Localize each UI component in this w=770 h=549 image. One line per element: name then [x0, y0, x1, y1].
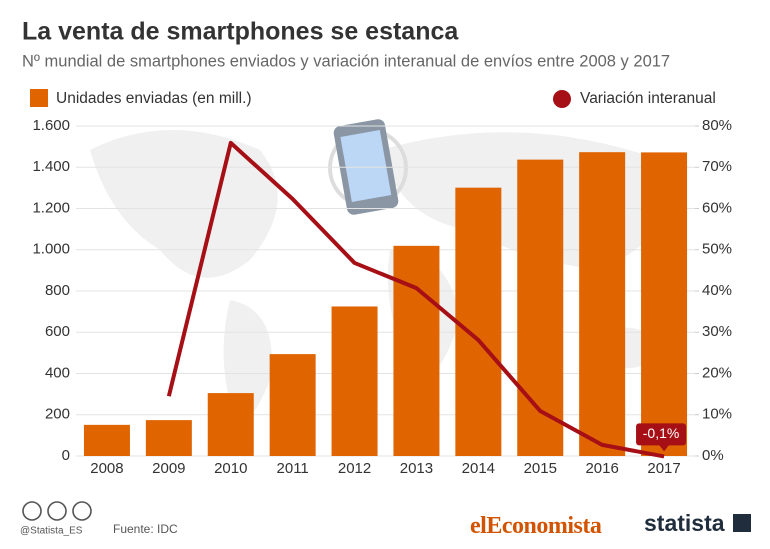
bar	[145, 420, 192, 456]
y-tick-label: 400	[45, 364, 70, 381]
value-label: -0,1%	[643, 425, 680, 441]
y2-tick-label: 30%	[702, 323, 732, 340]
y-tick-label: 1.200	[32, 199, 70, 216]
bar	[641, 152, 688, 456]
y-tick-label: 0	[62, 447, 70, 464]
footer-source: Fuente: IDC	[113, 522, 178, 536]
y-tick-label: 1.400	[32, 158, 70, 175]
line	[166, 140, 665, 459]
cc-icons	[22, 501, 92, 521]
x-tick-label: 2013	[400, 460, 433, 477]
x-tick-label: 2011	[277, 460, 309, 477]
x-tick-label: 2012	[338, 460, 371, 477]
bar	[269, 354, 316, 456]
x-tick-label: 2008	[90, 460, 123, 477]
brand-logo: statista	[644, 510, 725, 536]
y-tick-label: 600	[45, 323, 70, 340]
y2-tick-label: 70%	[702, 158, 732, 175]
y2-tick-label: 50%	[702, 241, 732, 258]
chart-subtitle: Nº mundial de smartphones enviados y var…	[22, 52, 670, 70]
y2-tick-label: 10%	[702, 406, 732, 423]
legend-swatch	[553, 90, 571, 108]
chart-title: La venta de smartphones se estanca	[22, 18, 459, 46]
x-tick-label: 2015	[524, 460, 557, 477]
footer-handle: @Statista_ES	[20, 526, 83, 537]
x-tick-label: 2010	[214, 460, 247, 477]
x-tick-label: 2016	[585, 460, 618, 477]
x-tick-label: 2017	[647, 460, 680, 477]
bar	[517, 159, 564, 456]
x-tick-label: 2014	[462, 460, 495, 477]
y2-tick-label: 80%	[702, 117, 732, 134]
bar	[207, 393, 254, 456]
brand-icon	[733, 514, 751, 532]
y2-tick-label: 20%	[702, 364, 732, 381]
bar	[331, 306, 378, 456]
legend-swatch	[30, 89, 48, 107]
plot: 0 200 400 600 800 1.000 1.200 1.400 1.600 0% 10% 20…	[32, 117, 732, 477]
partner-logo: elEconomista	[470, 513, 602, 539]
legend-label: Unidades enviadas (en mill.)	[56, 90, 252, 107]
value-label-box	[636, 423, 687, 446]
y-tick-label: 200	[45, 406, 70, 423]
partner-prefix: el	[470, 513, 487, 539]
y2-tick-label: 60%	[702, 199, 732, 216]
y-tick-label: 800	[45, 282, 70, 299]
bar	[455, 187, 502, 456]
bar	[393, 245, 440, 456]
bar	[579, 152, 626, 456]
y2-tick-label: 0%	[702, 447, 724, 464]
y-tick-label: 1.600	[32, 117, 70, 134]
y-tick-label: 1.000	[32, 241, 70, 258]
x-tick-label: 2009	[152, 460, 185, 477]
partner-name: Economista	[486, 513, 602, 539]
bar	[83, 424, 130, 456]
value-label-pointer	[659, 444, 670, 452]
y2-tick-label: 40%	[702, 282, 732, 299]
legend-label: Variación interanual	[580, 90, 716, 107]
